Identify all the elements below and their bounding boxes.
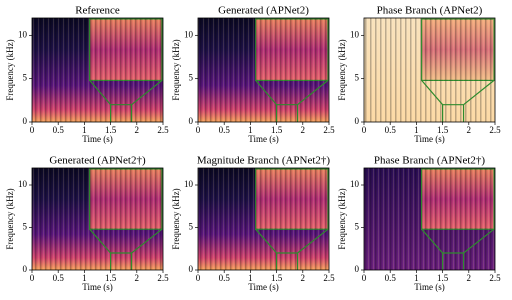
x-tick-label: 0 xyxy=(30,125,35,135)
x-tick-label: 2.5 xyxy=(489,125,501,135)
plot-frame xyxy=(31,167,164,271)
x-tick-label: 0 xyxy=(362,273,367,283)
x-tick-label: 1.5 xyxy=(437,273,449,283)
x-tick-label: 0.5 xyxy=(219,273,231,283)
y-tick-label: 5 xyxy=(23,73,28,83)
x-axis-label: Time (s) xyxy=(82,134,112,144)
x-tick-label: 1.5 xyxy=(271,273,283,283)
y-tick-label: 5 xyxy=(23,222,28,232)
y-tick-label: 10 xyxy=(350,29,360,39)
panel-title: Generated (APNet2†) xyxy=(49,155,146,167)
y-tick-label: 0 xyxy=(23,264,28,274)
y-tick-label: 0 xyxy=(355,264,360,274)
plot-frame xyxy=(363,167,496,271)
x-tick-label: 2.5 xyxy=(323,125,335,135)
x-tick-label: 0 xyxy=(30,273,35,283)
zoom-inset-texture xyxy=(421,169,494,230)
panel-title: Reference xyxy=(75,5,120,17)
x-tick-label: 2.5 xyxy=(489,273,501,283)
y-tick-label: 5 xyxy=(189,222,194,232)
x-tick-label: 0.5 xyxy=(385,125,397,135)
x-tick-label: 2 xyxy=(467,273,472,283)
y-tick-label: 10 xyxy=(184,179,194,189)
zoom-inset-texture xyxy=(255,169,328,230)
x-axis-label: Time (s) xyxy=(248,282,278,292)
y-tick-label: 10 xyxy=(18,29,28,39)
x-tick-label: 2 xyxy=(135,273,140,283)
x-tick-label: 1.5 xyxy=(105,273,117,283)
y-tick-label: 0 xyxy=(189,116,194,126)
panel-title: Magnitude Branch (APNet2†) xyxy=(197,155,331,167)
y-tick-label: 0 xyxy=(355,116,360,126)
zoom-inset-texture xyxy=(421,19,494,81)
y-tick-label: 5 xyxy=(355,222,360,232)
x-tick-label: 1 xyxy=(248,273,253,283)
x-tick-label: 2 xyxy=(301,125,306,135)
plot-frame xyxy=(197,17,330,123)
x-tick-label: 0 xyxy=(362,125,367,135)
y-tick-label: 0 xyxy=(189,264,194,274)
y-tick-label: 10 xyxy=(350,179,360,189)
x-tick-label: 2.5 xyxy=(323,273,335,283)
x-tick-label: 1.5 xyxy=(105,125,117,135)
plot-frame xyxy=(363,17,496,123)
plot-frame xyxy=(31,17,164,123)
x-tick-label: 2 xyxy=(135,125,140,135)
plot-frame xyxy=(197,167,330,271)
x-tick-label: 0 xyxy=(196,273,201,283)
zoom-connector xyxy=(421,79,495,106)
x-tick-label: 2.5 xyxy=(157,273,169,283)
x-tick-label: 0.5 xyxy=(219,125,231,135)
panel-title: Phase Branch (APNet2†) xyxy=(374,155,486,167)
y-axis-label: Frequency (kHz) xyxy=(5,39,15,100)
x-tick-label: 0 xyxy=(196,125,201,135)
x-tick-label: 2.5 xyxy=(157,125,169,135)
x-tick-label: 0.5 xyxy=(53,125,65,135)
y-tick-label: 10 xyxy=(18,179,28,189)
x-tick-label: 0.5 xyxy=(53,273,65,283)
y-axis-label: Frequency (kHz) xyxy=(171,188,181,249)
zoom-connector xyxy=(255,228,329,254)
x-tick-label: 1 xyxy=(82,273,87,283)
x-tick-label: 1.5 xyxy=(271,125,283,135)
x-tick-label: 1 xyxy=(414,125,419,135)
zoom-connector xyxy=(421,228,495,254)
panel-title: Generated (APNet2) xyxy=(218,5,309,17)
x-tick-label: 0.5 xyxy=(385,273,397,283)
zoom-connector xyxy=(89,79,163,106)
y-tick-label: 10 xyxy=(184,29,194,39)
x-axis-label: Time (s) xyxy=(414,282,444,292)
x-tick-label: 2 xyxy=(467,125,472,135)
panel-title: Phase Branch (APNet2) xyxy=(377,5,483,17)
x-tick-label: 1 xyxy=(248,125,253,135)
zoom-inset-texture xyxy=(89,19,162,81)
y-axis-label: Frequency (kHz) xyxy=(171,39,181,100)
x-tick-label: 1 xyxy=(414,273,419,283)
y-tick-label: 5 xyxy=(355,73,360,83)
y-axis-label: Frequency (kHz) xyxy=(337,39,347,100)
zoom-connector xyxy=(89,228,163,254)
x-axis-label: Time (s) xyxy=(248,134,278,144)
zoom-inset-texture xyxy=(89,169,162,230)
x-tick-label: 1 xyxy=(82,125,87,135)
zoom-inset-texture xyxy=(255,19,328,81)
x-axis-label: Time (s) xyxy=(414,134,444,144)
y-tick-label: 0 xyxy=(23,116,28,126)
y-axis-label: Frequency (kHz) xyxy=(337,188,347,249)
x-axis-label: Time (s) xyxy=(82,282,112,292)
x-tick-label: 2 xyxy=(301,273,306,283)
zoom-connector xyxy=(255,79,329,106)
x-tick-label: 1.5 xyxy=(437,125,449,135)
y-axis-label: Frequency (kHz) xyxy=(5,188,15,249)
y-tick-label: 5 xyxy=(189,73,194,83)
